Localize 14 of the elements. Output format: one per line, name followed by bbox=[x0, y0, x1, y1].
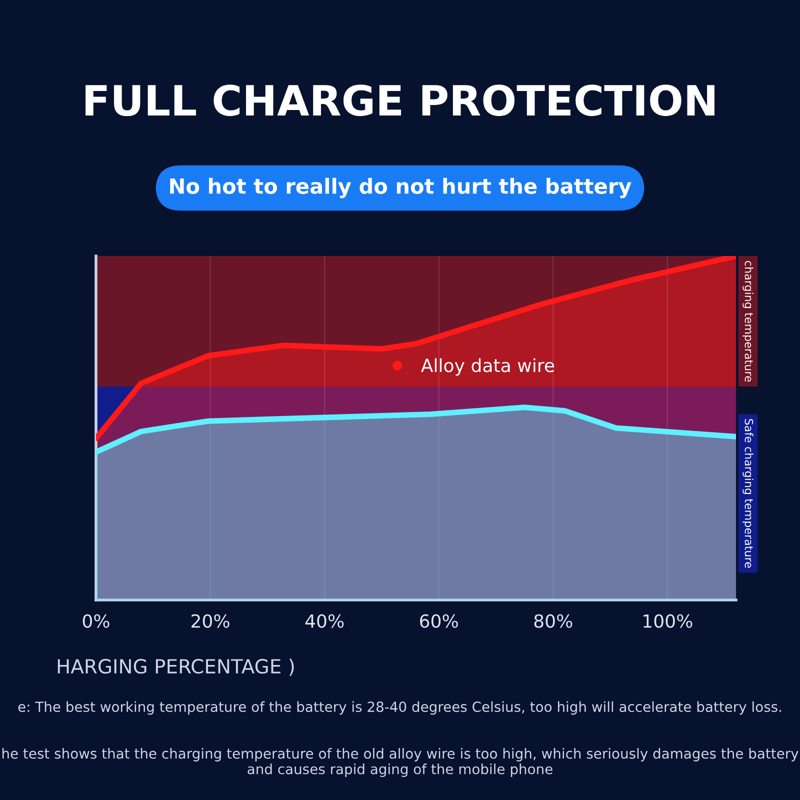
x-axis-title: HARGING PERCENTAGE ) bbox=[58, 658, 294, 676]
x-tick-label: 0% bbox=[82, 614, 110, 628]
x-tick-label: 60% bbox=[420, 614, 458, 628]
band-label: Safe charging temperature bbox=[742, 419, 754, 568]
chart-title: FULL CHARGE PROTECTION bbox=[86, 84, 714, 116]
x-tick-label: 100% bbox=[644, 614, 692, 628]
chart-subtitle: No hot to really do not hurt the battery bbox=[170, 178, 632, 198]
text: he test shows that the charging temperature of the old alloy wire is too high, which seriously damages the battery and causes rapid aging of the mobile phone bbox=[2, 748, 798, 777]
legend-label: Alloy data wire bbox=[421, 358, 554, 376]
text: e: The best working temperature of the battery is 28-40 degrees Celsius, too high will accelerate battery loss. bbox=[18, 701, 781, 715]
x-tick-label: 80% bbox=[534, 614, 572, 628]
x-tick-label: 20% bbox=[192, 614, 230, 628]
band-label: charging temperature bbox=[742, 261, 754, 382]
x-tick-label: 40% bbox=[305, 614, 344, 628]
